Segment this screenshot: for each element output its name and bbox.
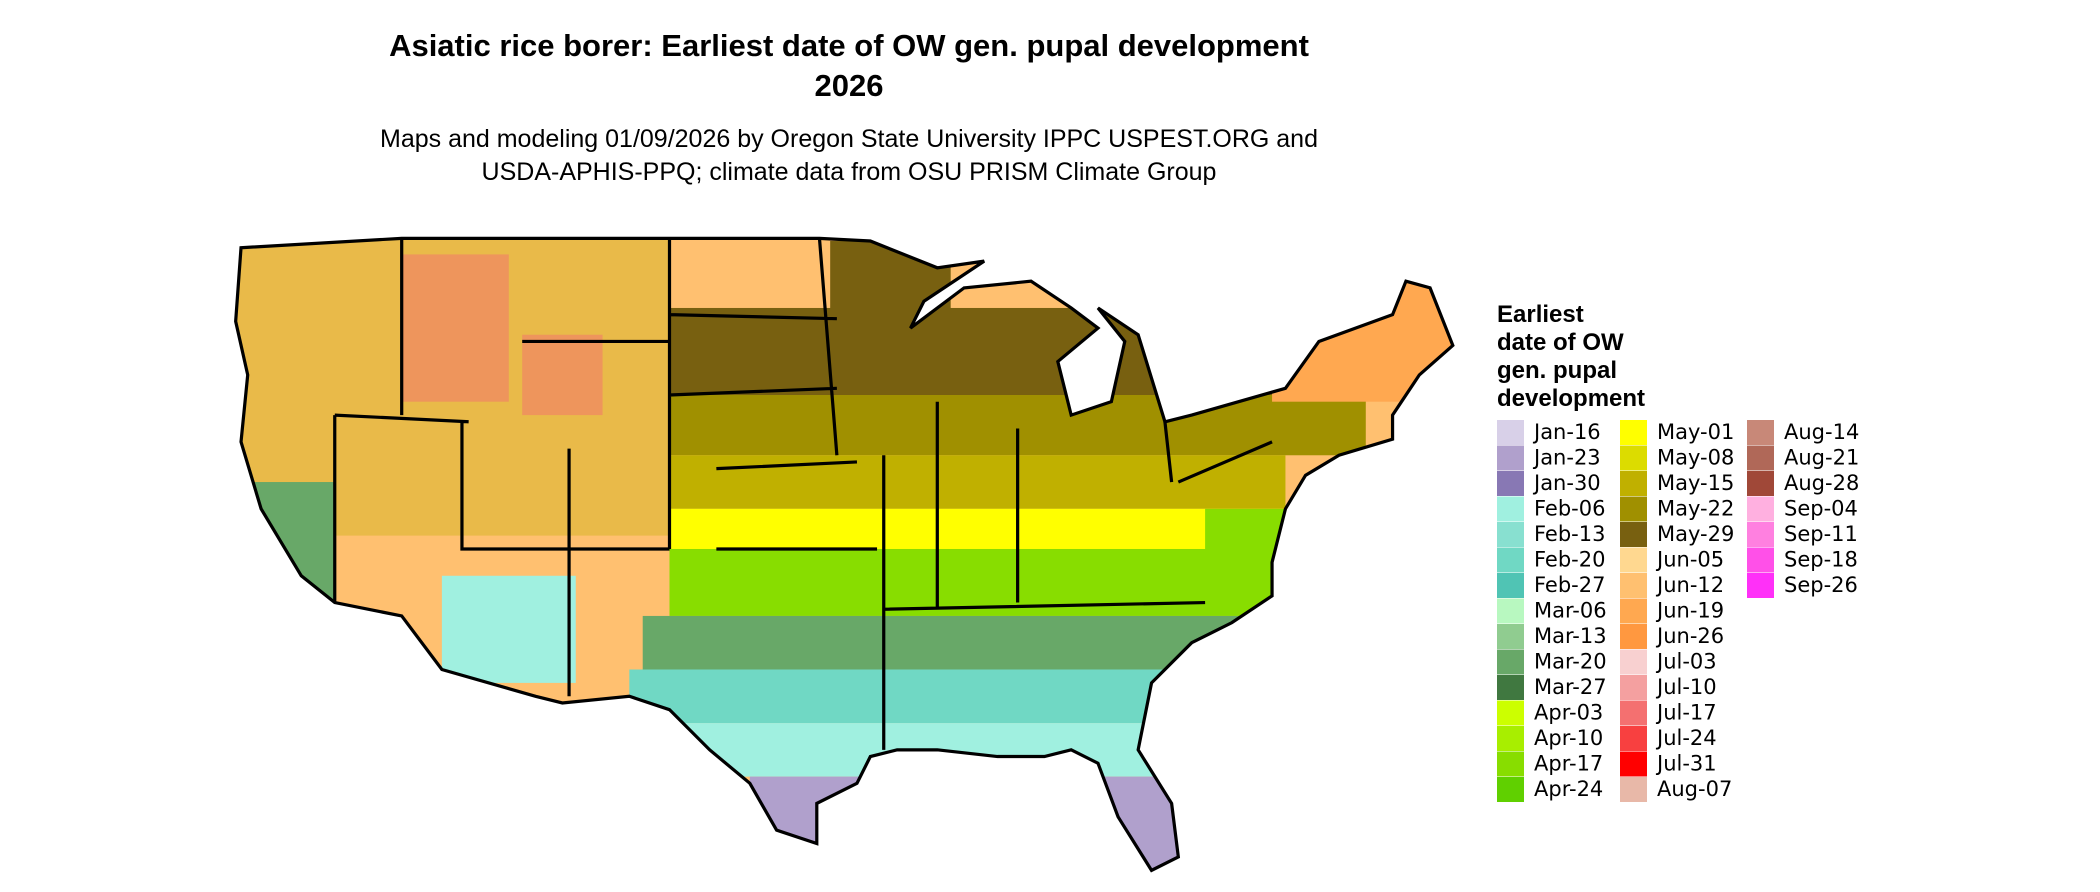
legend-key [1747, 445, 1774, 471]
legend-key [1620, 522, 1647, 547]
legend-key [1620, 777, 1647, 802]
legend-title: Earliest [1497, 301, 1584, 328]
legend-label: Sep-26 [1784, 573, 1858, 597]
legend-label: Sep-11 [1784, 522, 1858, 546]
legend-label: Sep-18 [1784, 548, 1858, 572]
legend-label: Aug-28 [1784, 471, 1859, 495]
legend-key [1497, 522, 1524, 547]
legend-key [1747, 573, 1774, 598]
legend-key [1620, 547, 1647, 573]
legend-key [1747, 522, 1774, 547]
legend-label: Jan-23 [1532, 446, 1601, 470]
legend-key [1497, 547, 1524, 573]
legend-key [1497, 598, 1524, 624]
legend-key [1497, 649, 1524, 675]
legend-key [1497, 471, 1524, 496]
legend-label: Jun-26 [1655, 624, 1724, 648]
subtitle: USDA-APHIS-PPQ; climate data from OSU PR… [482, 158, 1217, 186]
legend-label: Aug-14 [1784, 420, 1859, 444]
legend-title: development [1497, 385, 1645, 412]
legend-label: Jul-10 [1655, 675, 1717, 699]
legend-key [1747, 471, 1774, 496]
title: Asiatic rice borer: Earliest date of OW … [389, 28, 1309, 63]
legend-key [1620, 496, 1647, 522]
legend-key [1620, 726, 1647, 751]
legend-label: Jun-05 [1655, 548, 1724, 572]
legend-label: Jun-12 [1655, 573, 1724, 597]
legend-key [1497, 726, 1524, 751]
legend-label: Mar-13 [1534, 624, 1607, 648]
legend-key [1497, 420, 1524, 445]
legend-label: Jul-03 [1655, 650, 1717, 674]
legend-label: Jan-16 [1532, 420, 1601, 444]
map [234, 236, 1455, 873]
legend-label: May-08 [1657, 446, 1734, 470]
legend-key [1620, 420, 1647, 445]
legend-label: Aug-21 [1784, 446, 1859, 470]
legend-key [1497, 675, 1524, 700]
legend-key [1620, 598, 1647, 624]
legend-label: Jul-17 [1655, 701, 1717, 725]
legend-label: Mar-06 [1534, 599, 1607, 623]
legend-label: Feb-13 [1534, 522, 1605, 546]
legend-key [1497, 777, 1524, 802]
legend-key [1497, 751, 1524, 777]
legend-label: May-01 [1657, 420, 1734, 444]
legend-key [1497, 700, 1524, 726]
legend-label: Apr-03 [1534, 701, 1603, 725]
legend-key [1497, 496, 1524, 522]
legend-key [1620, 700, 1647, 726]
legend-label: Apr-10 [1534, 726, 1603, 750]
legend-label: Sep-04 [1784, 497, 1858, 521]
legend-label: Mar-27 [1534, 675, 1607, 699]
legend-label: May-29 [1657, 522, 1734, 546]
legend-key [1620, 675, 1647, 700]
legend-key [1747, 547, 1774, 573]
legend-label: Mar-20 [1534, 650, 1607, 674]
legend-title: date of OW [1497, 329, 1624, 356]
legend-label: Apr-24 [1534, 777, 1603, 801]
legend: Earliest date of OW gen. pupal developme… [1497, 301, 1859, 802]
legend-key [1620, 471, 1647, 496]
legend-label: Feb-06 [1534, 497, 1605, 521]
legend-key [1620, 573, 1647, 598]
legend-label: Jun-19 [1655, 599, 1724, 623]
legend-key [1497, 573, 1524, 598]
legend-key [1497, 445, 1524, 471]
legend-key [1747, 496, 1774, 522]
legend-label: May-22 [1657, 497, 1734, 521]
legend-label: Jul-31 [1655, 752, 1717, 776]
legend-key [1620, 624, 1647, 649]
legend-label: May-15 [1657, 471, 1734, 495]
legend-label: Jan-30 [1532, 471, 1601, 495]
legend-key [1620, 445, 1647, 471]
legend-label: Apr-17 [1534, 752, 1603, 776]
legend-label: Aug-07 [1657, 777, 1732, 801]
legend-key [1497, 624, 1524, 649]
title: 2026 [815, 68, 884, 103]
legend-key [1620, 649, 1647, 675]
legend-label: Jul-24 [1655, 726, 1717, 750]
legend-label: Feb-27 [1534, 573, 1605, 597]
legend-key [1747, 420, 1774, 445]
legend-key [1620, 751, 1647, 777]
subtitle: Maps and modeling 01/09/2026 by Oregon S… [380, 125, 1318, 153]
legend-title: gen. pupal [1497, 357, 1617, 384]
legend-label: Feb-20 [1534, 548, 1605, 572]
